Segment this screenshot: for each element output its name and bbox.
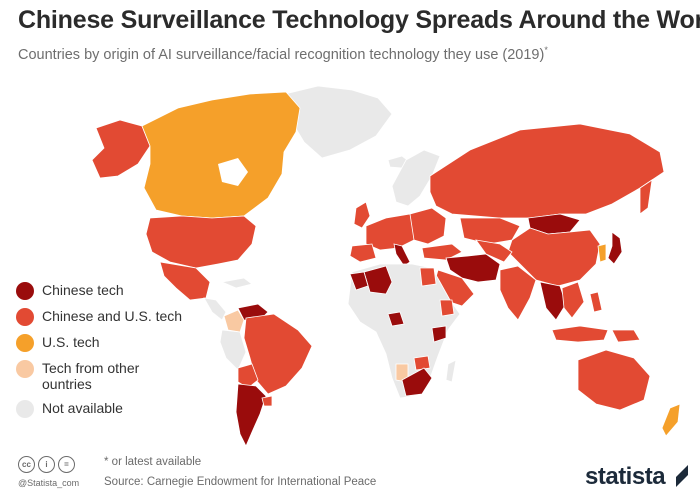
morocco [349, 271, 369, 291]
legend-item-other-tech: Tech from other ountries [16, 360, 191, 392]
central-asia [475, 239, 513, 263]
legend-item-chinese-tech: Chinese tech [16, 282, 191, 300]
legend-swatch [16, 360, 34, 378]
central-america [203, 297, 227, 321]
mexico [159, 261, 211, 301]
spain [349, 243, 377, 263]
nigeria [387, 311, 405, 327]
east-africa [439, 299, 455, 317]
legend-swatch [16, 400, 34, 418]
usa [145, 215, 257, 269]
legend-swatch [16, 282, 34, 300]
world-map [91, 85, 681, 447]
uruguay [261, 395, 273, 407]
madagascar [445, 359, 457, 383]
creative-commons-icon[interactable]: cc [18, 456, 35, 473]
legend-label: U.S. tech [42, 334, 100, 350]
eastern-europe [409, 207, 447, 245]
chile-argentina [235, 383, 267, 447]
license-icons: cc i = [18, 456, 75, 473]
twitter-handle: @Statista_com [18, 478, 80, 488]
india [499, 265, 537, 321]
legend-label: Not available [42, 400, 123, 416]
australia [577, 349, 651, 411]
turkey [421, 243, 463, 261]
japan [607, 231, 623, 265]
legend-label: Chinese and U.S. tech [42, 308, 183, 324]
south-africa [401, 367, 433, 397]
brazil [243, 313, 313, 395]
legend-label: Tech from other ountries [42, 360, 140, 392]
caribbean [220, 277, 253, 289]
indochina [561, 281, 585, 319]
italy [393, 243, 411, 267]
hudson-bay [218, 158, 248, 186]
zambia [413, 355, 431, 371]
source-note: Source: Carnegie Endowment for Internati… [104, 476, 377, 488]
new-zealand [661, 403, 681, 437]
russia [429, 123, 665, 219]
egypt [419, 267, 437, 287]
footnote: * or latest available [104, 456, 202, 468]
kenya [431, 325, 447, 343]
legend-item-us-tech: U.S. tech [16, 334, 191, 352]
legend-label: Chinese tech [42, 282, 124, 298]
colombia [223, 309, 245, 333]
statista-logo-mark [676, 465, 688, 487]
china [507, 227, 601, 287]
bolivia [237, 363, 259, 389]
uk [353, 201, 371, 229]
statista-logo[interactable]: statista [585, 463, 666, 490]
legend-item-not-available: Not available [16, 400, 191, 418]
alaska [91, 119, 151, 179]
no-derivatives-icon[interactable]: = [58, 456, 75, 473]
subtitle-note-mark: * [544, 45, 548, 55]
indonesia [551, 325, 609, 343]
algeria [363, 265, 393, 295]
legend-item-chinese-and-us-tech: Chinese and U.S. tech [16, 308, 191, 326]
subtitle-text: Countries by origin of AI surveillance/f… [18, 46, 545, 63]
chart-title: Chinese Surveillance Technology Spreads … [18, 6, 700, 34]
kazakhstan [459, 217, 521, 245]
philippines [589, 291, 603, 313]
korea [597, 243, 607, 263]
greenland [284, 85, 393, 159]
legend: Chinese tech Chinese and U.S. tech U.S. … [16, 282, 191, 426]
new-guinea [611, 329, 641, 343]
middle-east [445, 253, 501, 283]
ecuador-peru [219, 329, 247, 371]
legend-swatch [16, 334, 34, 352]
kamchatka [639, 179, 653, 215]
southeast-asia [539, 281, 567, 321]
attribution-icon[interactable]: i [38, 456, 55, 473]
chart-subtitle: Countries by origin of AI surveillance/f… [18, 45, 548, 63]
legend-swatch [16, 308, 34, 326]
canada [141, 91, 301, 219]
africa-base [347, 263, 461, 399]
